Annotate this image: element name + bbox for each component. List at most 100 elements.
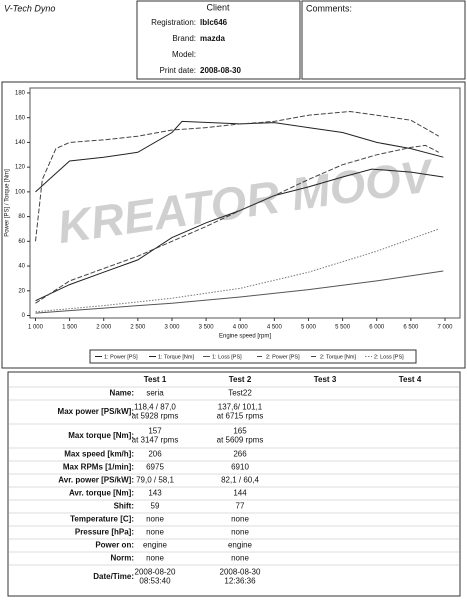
client-title: Client	[206, 2, 230, 12]
field-value: mazda	[200, 34, 225, 43]
legend-box	[89, 349, 417, 364]
cell: Test22	[228, 389, 252, 398]
x-tick-label: 1 000	[28, 325, 44, 331]
cell: 2008-08-20	[135, 568, 176, 577]
cell: seria	[146, 389, 164, 398]
cell: 266	[233, 450, 247, 459]
x-tick-label: 2 500	[130, 325, 146, 331]
y-axis-label: Power [PS] / Torque [Nm]	[5, 169, 11, 237]
row-label: Max speed [km/h]:	[64, 450, 134, 459]
row-label: Date/Time:	[93, 572, 134, 581]
legend-label: 2: Power [PS]	[266, 354, 300, 360]
x-tick-label: 6 000	[369, 325, 385, 331]
y-tick-label: 120	[15, 165, 26, 171]
series-line	[35, 270, 444, 314]
row-label: Shift:	[114, 502, 134, 511]
cell: engine	[143, 541, 168, 550]
cell: none	[146, 515, 164, 524]
cell: none	[231, 554, 249, 563]
series-line	[35, 110, 440, 242]
column-header: Test 1	[144, 375, 167, 384]
y-tick-label: 180	[15, 91, 26, 97]
legend-label: 2: Torque [Nm]	[320, 354, 356, 360]
y-tick-label: 140	[15, 140, 26, 146]
cell: none	[146, 528, 164, 537]
series-line	[35, 144, 440, 304]
row-label: Pressure [hPa]:	[75, 528, 134, 537]
x-tick-label: 3 500	[199, 325, 215, 331]
x-tick-label: 1 500	[62, 325, 78, 331]
cell: none	[146, 554, 164, 563]
row-label: Max power [PS/kW]:	[58, 407, 134, 416]
app-title: V-Tech Dyno	[4, 3, 55, 13]
x-tick-label: 6 500	[403, 325, 419, 331]
legend-label: 1: Power [PS]	[104, 354, 138, 360]
cell: at 6715 rpms	[217, 412, 264, 421]
x-axis-label: Engine speed [rpm]	[219, 334, 271, 340]
cell: none	[231, 528, 249, 537]
field-label: Brand:	[172, 34, 196, 43]
y-tick-label: 100	[15, 189, 26, 195]
chart-frame	[1, 81, 466, 369]
cell: 6975	[146, 463, 164, 472]
row-label: Power on:	[95, 541, 134, 550]
x-tick-label: 2 000	[96, 325, 112, 331]
x-tick-label: 5 500	[335, 325, 351, 331]
series-line	[35, 120, 444, 193]
y-tick-label: 80	[18, 214, 25, 220]
cell: 08:53:40	[139, 577, 171, 586]
cell: 206	[148, 450, 162, 459]
comments-box	[301, 0, 466, 80]
cell: 144	[233, 489, 247, 498]
y-tick-label: 40	[18, 264, 25, 270]
client-box	[136, 0, 301, 80]
row-label: Name:	[110, 389, 134, 398]
row-label: Avr. power [PS/kW]:	[58, 476, 134, 485]
cell: at 5928 rpms	[132, 412, 179, 421]
cell: 6910	[231, 463, 249, 472]
y-tick-label: 160	[15, 115, 26, 121]
cell: 59	[151, 502, 160, 511]
watermark: KREATOR MOOV	[54, 149, 437, 253]
cell: 157	[148, 427, 162, 436]
row-label: Max RPMs [1/min]:	[63, 463, 134, 472]
column-header: Test 3	[314, 375, 337, 384]
legend-label: 2: Loss [PS]	[374, 354, 404, 360]
field-label: Model:	[172, 50, 196, 59]
column-header: Test 4	[399, 375, 422, 384]
cell: 77	[236, 502, 245, 511]
legend-label: 1: Torque [Nm]	[158, 354, 194, 360]
x-tick-label: 4 000	[233, 325, 249, 331]
field-label: Registration:	[151, 18, 196, 27]
cell: 118,4 / 87,0	[134, 403, 176, 412]
cell: 12:36:36	[224, 577, 256, 586]
cell: none	[231, 515, 249, 524]
row-label: Max torque [Nm]:	[68, 431, 134, 440]
cell: 82,1 / 60,4	[221, 476, 259, 485]
x-tick-label: 5 000	[301, 325, 317, 331]
y-tick-label: 60	[18, 239, 25, 245]
cell: at 5609 rpms	[217, 436, 264, 445]
field-label: Print date:	[160, 66, 196, 75]
row-label: Avr. torque [Nm]:	[69, 489, 134, 498]
x-tick-label: 7 000	[437, 325, 453, 331]
row-label: Temperature [C]:	[70, 515, 134, 524]
cell: at 3147 rpms	[132, 436, 179, 445]
x-tick-label: 4 500	[267, 325, 283, 331]
cell: 79,0 / 58,1	[136, 476, 174, 485]
row-label: Norm:	[110, 554, 134, 563]
cell: 137,6/ 101,1	[218, 403, 263, 412]
plot-area	[29, 87, 461, 319]
cell: engine	[228, 541, 253, 550]
cell: 143	[148, 489, 162, 498]
field-value: 2008-08-30	[200, 66, 241, 75]
column-header: Test 2	[229, 375, 252, 384]
y-tick-label: 20	[18, 288, 25, 294]
field-value: lblc646	[200, 18, 228, 27]
cell: 165	[233, 427, 247, 436]
y-tick-label: 0	[22, 313, 26, 319]
comments-label: Comments:	[306, 3, 352, 13]
cell: 2008-08-30	[220, 568, 261, 577]
legend-label: 1: Loss [PS]	[212, 354, 242, 360]
